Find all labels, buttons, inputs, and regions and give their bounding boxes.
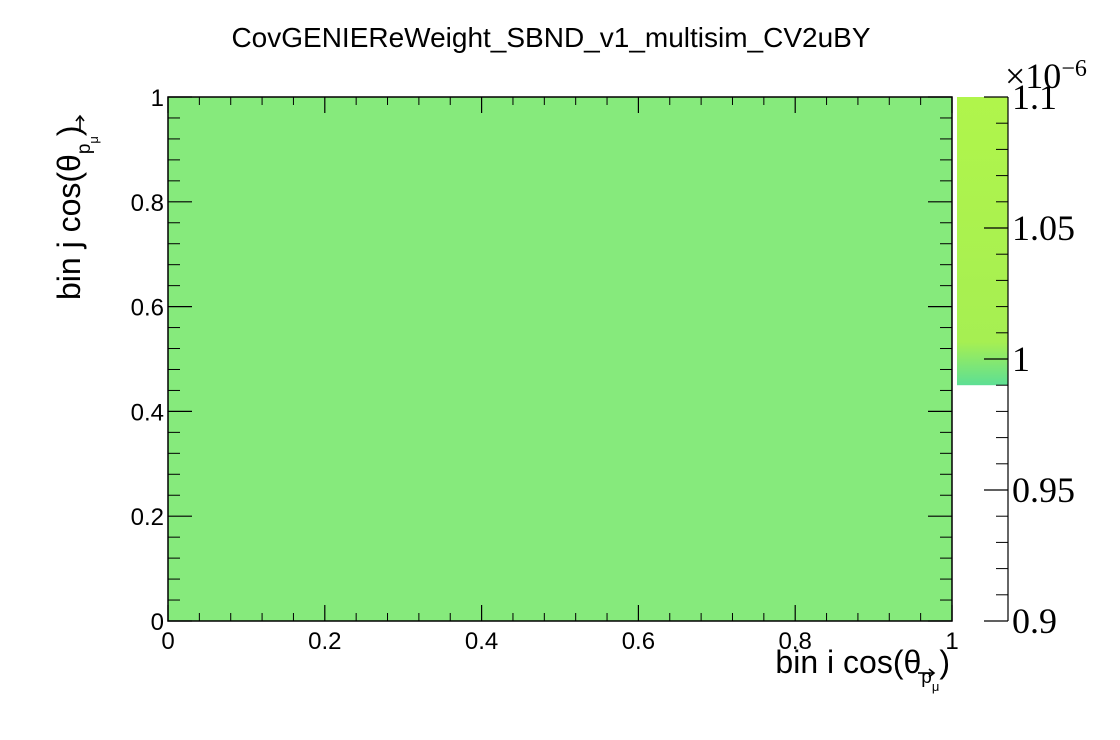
x-tick-label: 0.4 xyxy=(465,628,498,655)
heatmap-cell-0 xyxy=(168,97,952,621)
x-tick-label: 0.6 xyxy=(622,628,655,655)
x-tick-label: 0.8 xyxy=(779,628,812,655)
x-axis: 0 0.2 0.4 0.6 0.8 1 xyxy=(161,97,959,655)
color-scale: 0.9 0.95 1 1.05 1.1 ×10−6 xyxy=(957,56,1087,641)
y-axis-label-sub: p xyxy=(74,144,95,155)
y-tick-label: 0 xyxy=(151,609,164,636)
heatmap-cells xyxy=(168,97,952,621)
y-tick-label: 0.2 xyxy=(131,504,164,531)
color-scale-exponent: ×10−6 xyxy=(1005,56,1087,96)
x-axis-label-close: ) xyxy=(939,644,950,680)
x-axis-label-vector-arrow xyxy=(918,668,936,678)
y-axis-label: bin j cos(θpμ) xyxy=(51,125,101,300)
x-tick-label: 0.2 xyxy=(308,628,341,655)
y-tick-label: 1 xyxy=(151,85,164,112)
color-scale-tick-label: 1.1 xyxy=(1012,77,1057,117)
plot-frame xyxy=(167,96,953,622)
y-axis-label-close: ) xyxy=(51,125,87,136)
x-axis-label-main: bin i cos(θ xyxy=(775,644,921,680)
x-tick-label: 0 xyxy=(161,628,174,655)
x-tick-label: 1 xyxy=(945,628,958,655)
color-scale-tick-label: 1 xyxy=(1012,339,1030,379)
chart-title: CovGENIEReWeight_SBND_v1_multisim_CV2uBY xyxy=(231,22,870,53)
x-axis-label: bin i cos(θpμ) xyxy=(775,644,950,694)
y-tick-label: 0.4 xyxy=(131,399,164,426)
x-axis-label-sub: p xyxy=(921,667,932,688)
color-scale-tick-label: 0.95 xyxy=(1012,470,1075,510)
x-axis-label-subsub: μ xyxy=(932,679,940,694)
y-tick-label: 0.6 xyxy=(131,295,164,322)
color-scale-exponent-base: ×10 xyxy=(1005,56,1061,96)
y-axis-label-subsub: μ xyxy=(86,136,101,144)
color-scale-exponent-power: −6 xyxy=(1061,56,1087,82)
y-tick-label: 0.8 xyxy=(131,190,164,217)
y-axis-label-main: bin j cos(θ xyxy=(51,154,87,300)
color-scale-tick-label: 1.05 xyxy=(1012,208,1075,248)
color-scale-tick-label: 0.9 xyxy=(1012,601,1057,641)
color-scale-axis: 0.9 0.95 1 1.05 1.1 xyxy=(984,77,1075,641)
color-scale-fill xyxy=(957,97,1008,386)
y-axis-label-group: bin j cos(θpμ) xyxy=(51,114,101,300)
y-axis: 0 0.2 0.4 0.6 0.8 1 xyxy=(131,85,952,636)
